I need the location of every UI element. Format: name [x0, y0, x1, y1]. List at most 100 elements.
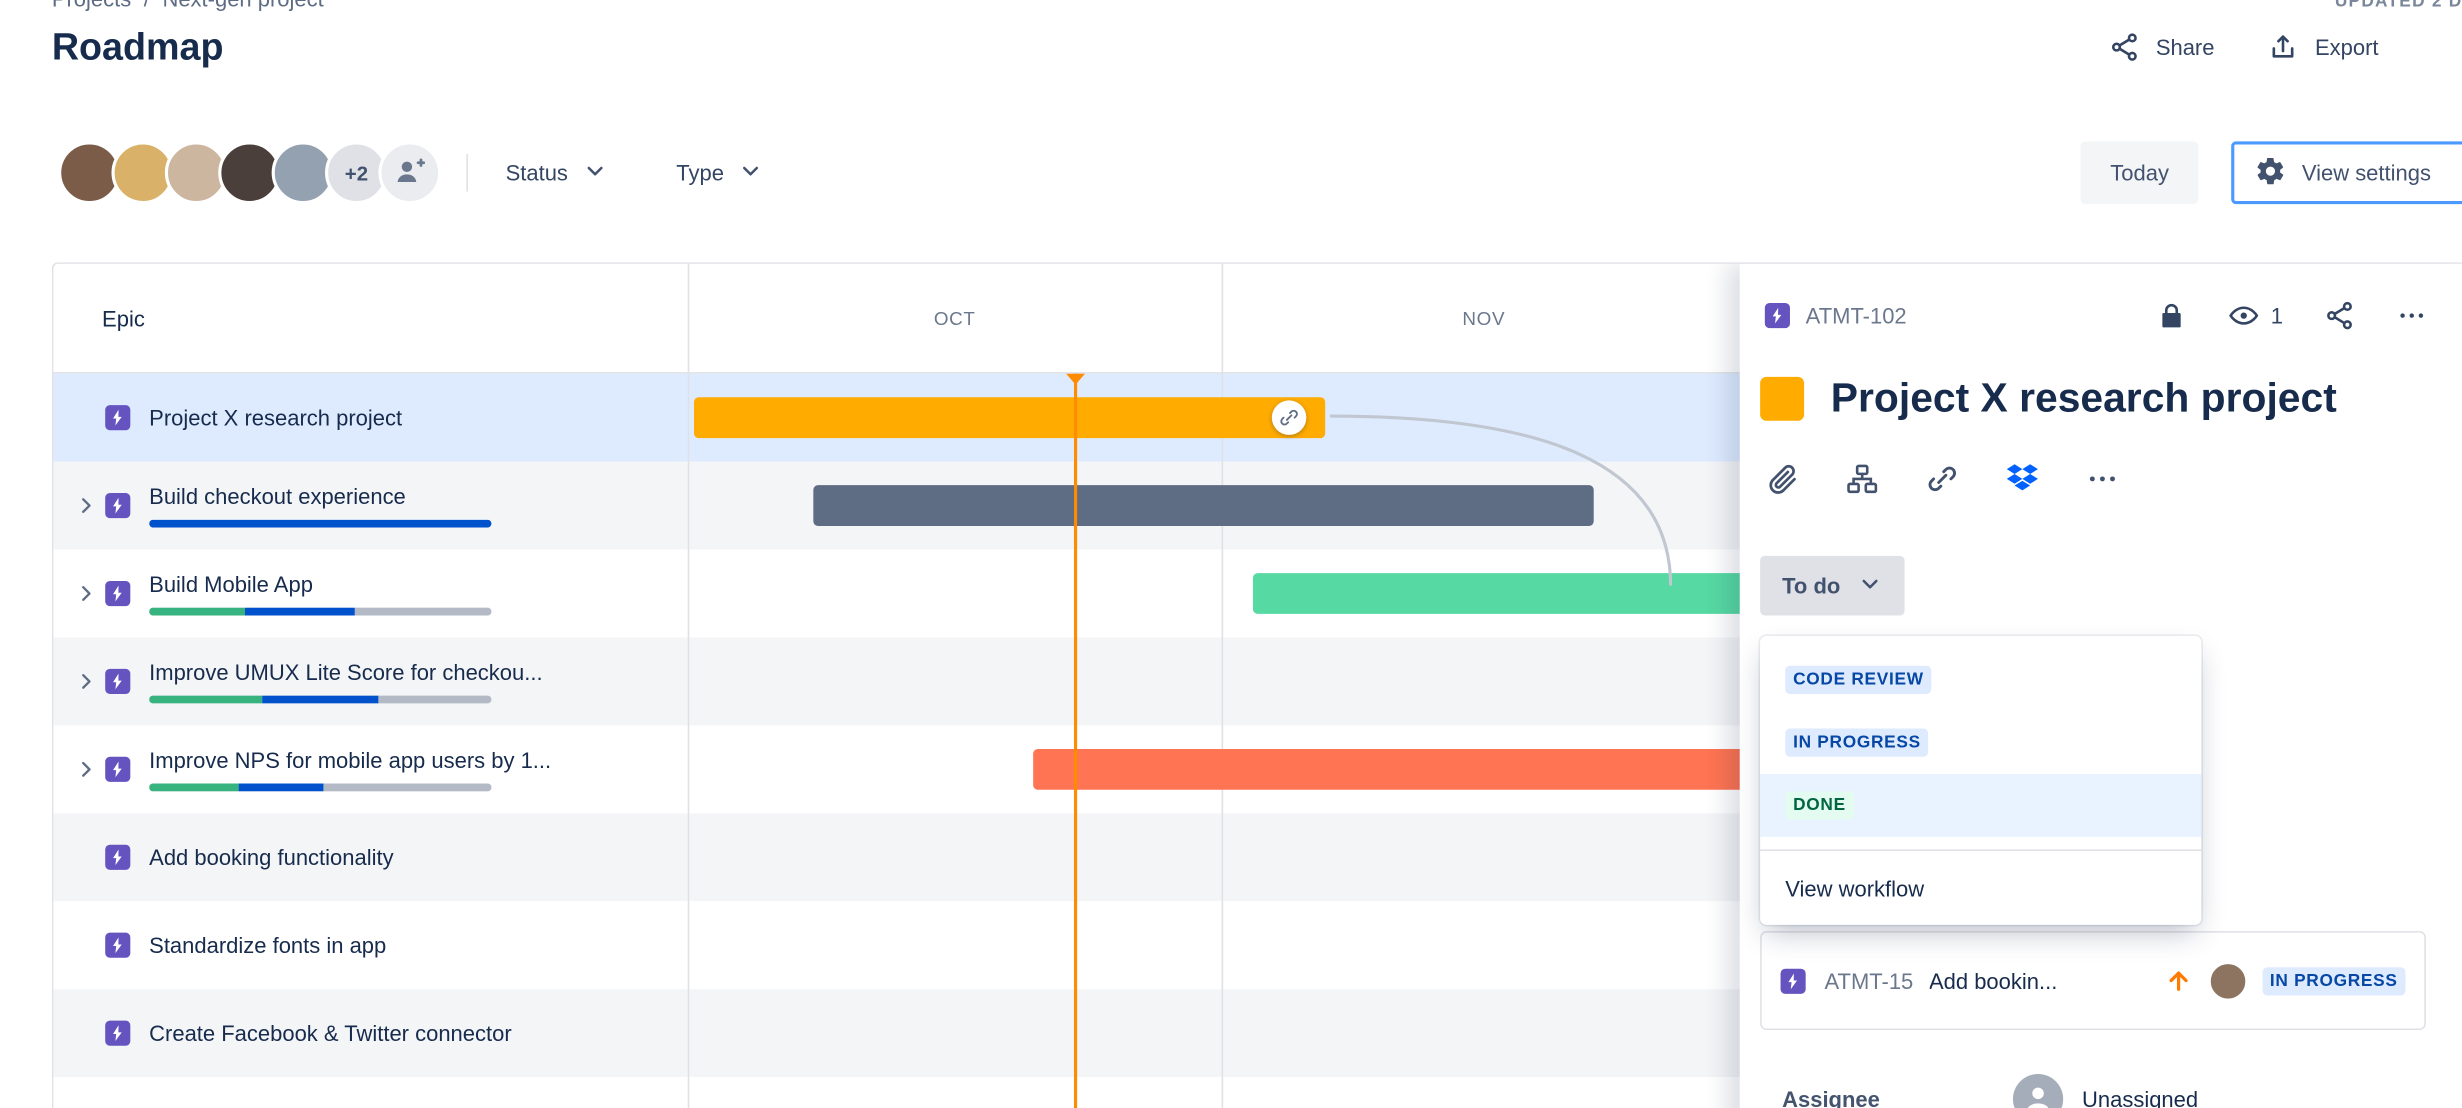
status-dropdown-menu: CODE REVIEW IN PROGRESS DONE View workfl…	[1760, 635, 2202, 925]
avatar[interactable]	[164, 141, 228, 205]
child-assignee-avatar[interactable]	[2208, 961, 2247, 1000]
chevron-right-icon[interactable]	[68, 487, 106, 525]
chevron-down-icon	[582, 158, 607, 188]
view-settings-button[interactable]: View settings	[2231, 141, 2462, 205]
restrict-button[interactable]	[2156, 300, 2187, 331]
status-lozenge: DONE	[1785, 791, 1854, 820]
toolbar: +2 Status Type	[52, 138, 832, 207]
share-icon	[2324, 300, 2355, 331]
dropbox-icon	[2005, 462, 2040, 497]
progress-segment	[149, 519, 492, 528]
month-label: OCT	[933, 306, 976, 329]
child-issue-row[interactable]: ATMT-15 Add bookin... IN PROGRESS	[1760, 931, 2426, 1031]
chevron-down-icon	[1858, 571, 1883, 601]
assignee-value[interactable]: Unassigned	[2082, 1086, 2199, 1108]
breadcrumb-current[interactable]: Next-gen project	[162, 0, 323, 11]
more-button[interactable]	[2073, 449, 2133, 509]
eye-icon	[2228, 300, 2259, 331]
export-label: Export	[2314, 34, 2379, 60]
menu-divider	[1760, 849, 2202, 852]
epic-icon	[105, 932, 131, 958]
link-issue-button[interactable]	[1912, 449, 1972, 509]
epic-name: Add booking functionality	[149, 844, 394, 870]
more-actions-button[interactable]	[2396, 300, 2427, 331]
progress-bar	[149, 783, 492, 792]
page-title: Roadmap	[51, 26, 224, 70]
add-child-button[interactable]	[1832, 449, 1892, 509]
timeline-bar[interactable]	[694, 397, 1326, 439]
share-button[interactable]: Share	[2109, 31, 2214, 62]
epic-color-swatch[interactable]	[1760, 376, 1805, 421]
chevron-right-icon[interactable]	[68, 751, 106, 789]
issue-key-row: ATMT-102 1	[1764, 297, 2428, 335]
status-filter-label: Status	[505, 160, 568, 186]
epic-name: Improve UMUX Lite Score for checkou...	[149, 659, 543, 685]
avatar[interactable]	[111, 141, 175, 205]
progress-segment	[149, 695, 263, 704]
assignee-field: Assignee Unassigned	[1782, 1073, 2199, 1108]
progress-segment	[238, 783, 324, 792]
chevron-right-icon[interactable]	[68, 663, 106, 701]
status-lozenge: CODE REVIEW	[1785, 665, 1932, 695]
status-lozenge: IN PROGRESS	[1785, 728, 1929, 757]
share-icon	[2109, 31, 2140, 62]
avatar[interactable]	[271, 141, 335, 205]
epic-icon	[1764, 303, 1790, 329]
export-button[interactable]: Export	[2268, 31, 2379, 62]
epic-icon	[105, 493, 131, 519]
status-dropdown-button[interactable]: To do	[1760, 555, 1905, 616]
paperclip-icon	[1765, 462, 1800, 497]
epic-icon	[1780, 967, 1806, 994]
share-issue-button[interactable]	[2324, 300, 2355, 331]
epic-icon	[105, 844, 131, 870]
issue-title[interactable]: Project X research project	[1830, 373, 2337, 421]
status-option-code-review[interactable]: CODE REVIEW	[1760, 648, 2202, 712]
attach-button[interactable]	[1752, 449, 1812, 509]
epic-name: Build checkout experience	[149, 483, 406, 509]
child-issue-summary[interactable]: Add bookin...	[1928, 967, 2058, 994]
dropbox-button[interactable]	[1993, 449, 2053, 509]
avatar[interactable]	[58, 141, 121, 205]
dependency-link-icon[interactable]	[1271, 400, 1307, 435]
today-button[interactable]: Today	[2080, 141, 2199, 205]
status-filter-dropdown[interactable]: Status	[506, 158, 608, 188]
status-option-done[interactable]: DONE	[1760, 774, 2202, 837]
epic-icon	[105, 668, 131, 695]
timeline-header: OCT NOV	[689, 264, 2462, 372]
status-option-in-progress[interactable]: IN PROGRESS	[1760, 711, 2202, 775]
child-issue-key[interactable]: ATMT-15	[1824, 967, 1914, 994]
issue-actions: 1	[2156, 300, 2427, 331]
unassigned-avatar-icon[interactable]	[2012, 1073, 2064, 1108]
breadcrumb-separator: /	[144, 0, 150, 11]
ellipsis-icon	[2085, 462, 2120, 497]
epic-icon	[105, 580, 131, 607]
timeline-bar[interactable]	[813, 485, 1594, 527]
progress-segment	[323, 783, 492, 792]
avatar-overflow-count[interactable]: +2	[325, 141, 388, 205]
epic-icon	[105, 1020, 131, 1046]
breadcrumb-projects[interactable]: Projects	[52, 0, 131, 11]
chevron-right-icon[interactable]	[68, 575, 106, 613]
watch-button[interactable]: 1	[2228, 300, 2283, 331]
view-workflow-link[interactable]: View workflow	[1785, 875, 1925, 901]
epic-column-header: Epic	[53, 263, 690, 373]
export-icon	[2268, 31, 2299, 62]
issue-key[interactable]: ATMT-102	[1805, 303, 1907, 329]
progress-segment	[262, 695, 379, 704]
epic-name: Improve NPS for mobile app users by 1...	[149, 747, 552, 773]
assignee-label: Assignee	[1782, 1086, 1880, 1108]
gear-icon	[2255, 155, 2286, 191]
roadmap-board: Epic OCT NOV Project X research project	[51, 262, 2462, 1108]
epic-icon	[105, 405, 131, 431]
chevron-spacer	[68, 838, 106, 876]
epic-icon	[105, 756, 131, 782]
type-filter-dropdown[interactable]: Type	[676, 158, 763, 188]
progress-bar	[149, 607, 492, 616]
add-people-button[interactable]	[378, 141, 442, 205]
header-actions: Share Export	[2109, 31, 2379, 62]
breadcrumb: Projects / Next-gen project	[52, 0, 324, 11]
issue-title-row: Project X research project	[1760, 374, 2430, 423]
status-current-label: To do	[1782, 573, 1841, 599]
board-header: Epic OCT NOV	[53, 263, 2462, 374]
issue-detail-panel: ATMT-102 1 Project X research project	[1739, 263, 2462, 1108]
